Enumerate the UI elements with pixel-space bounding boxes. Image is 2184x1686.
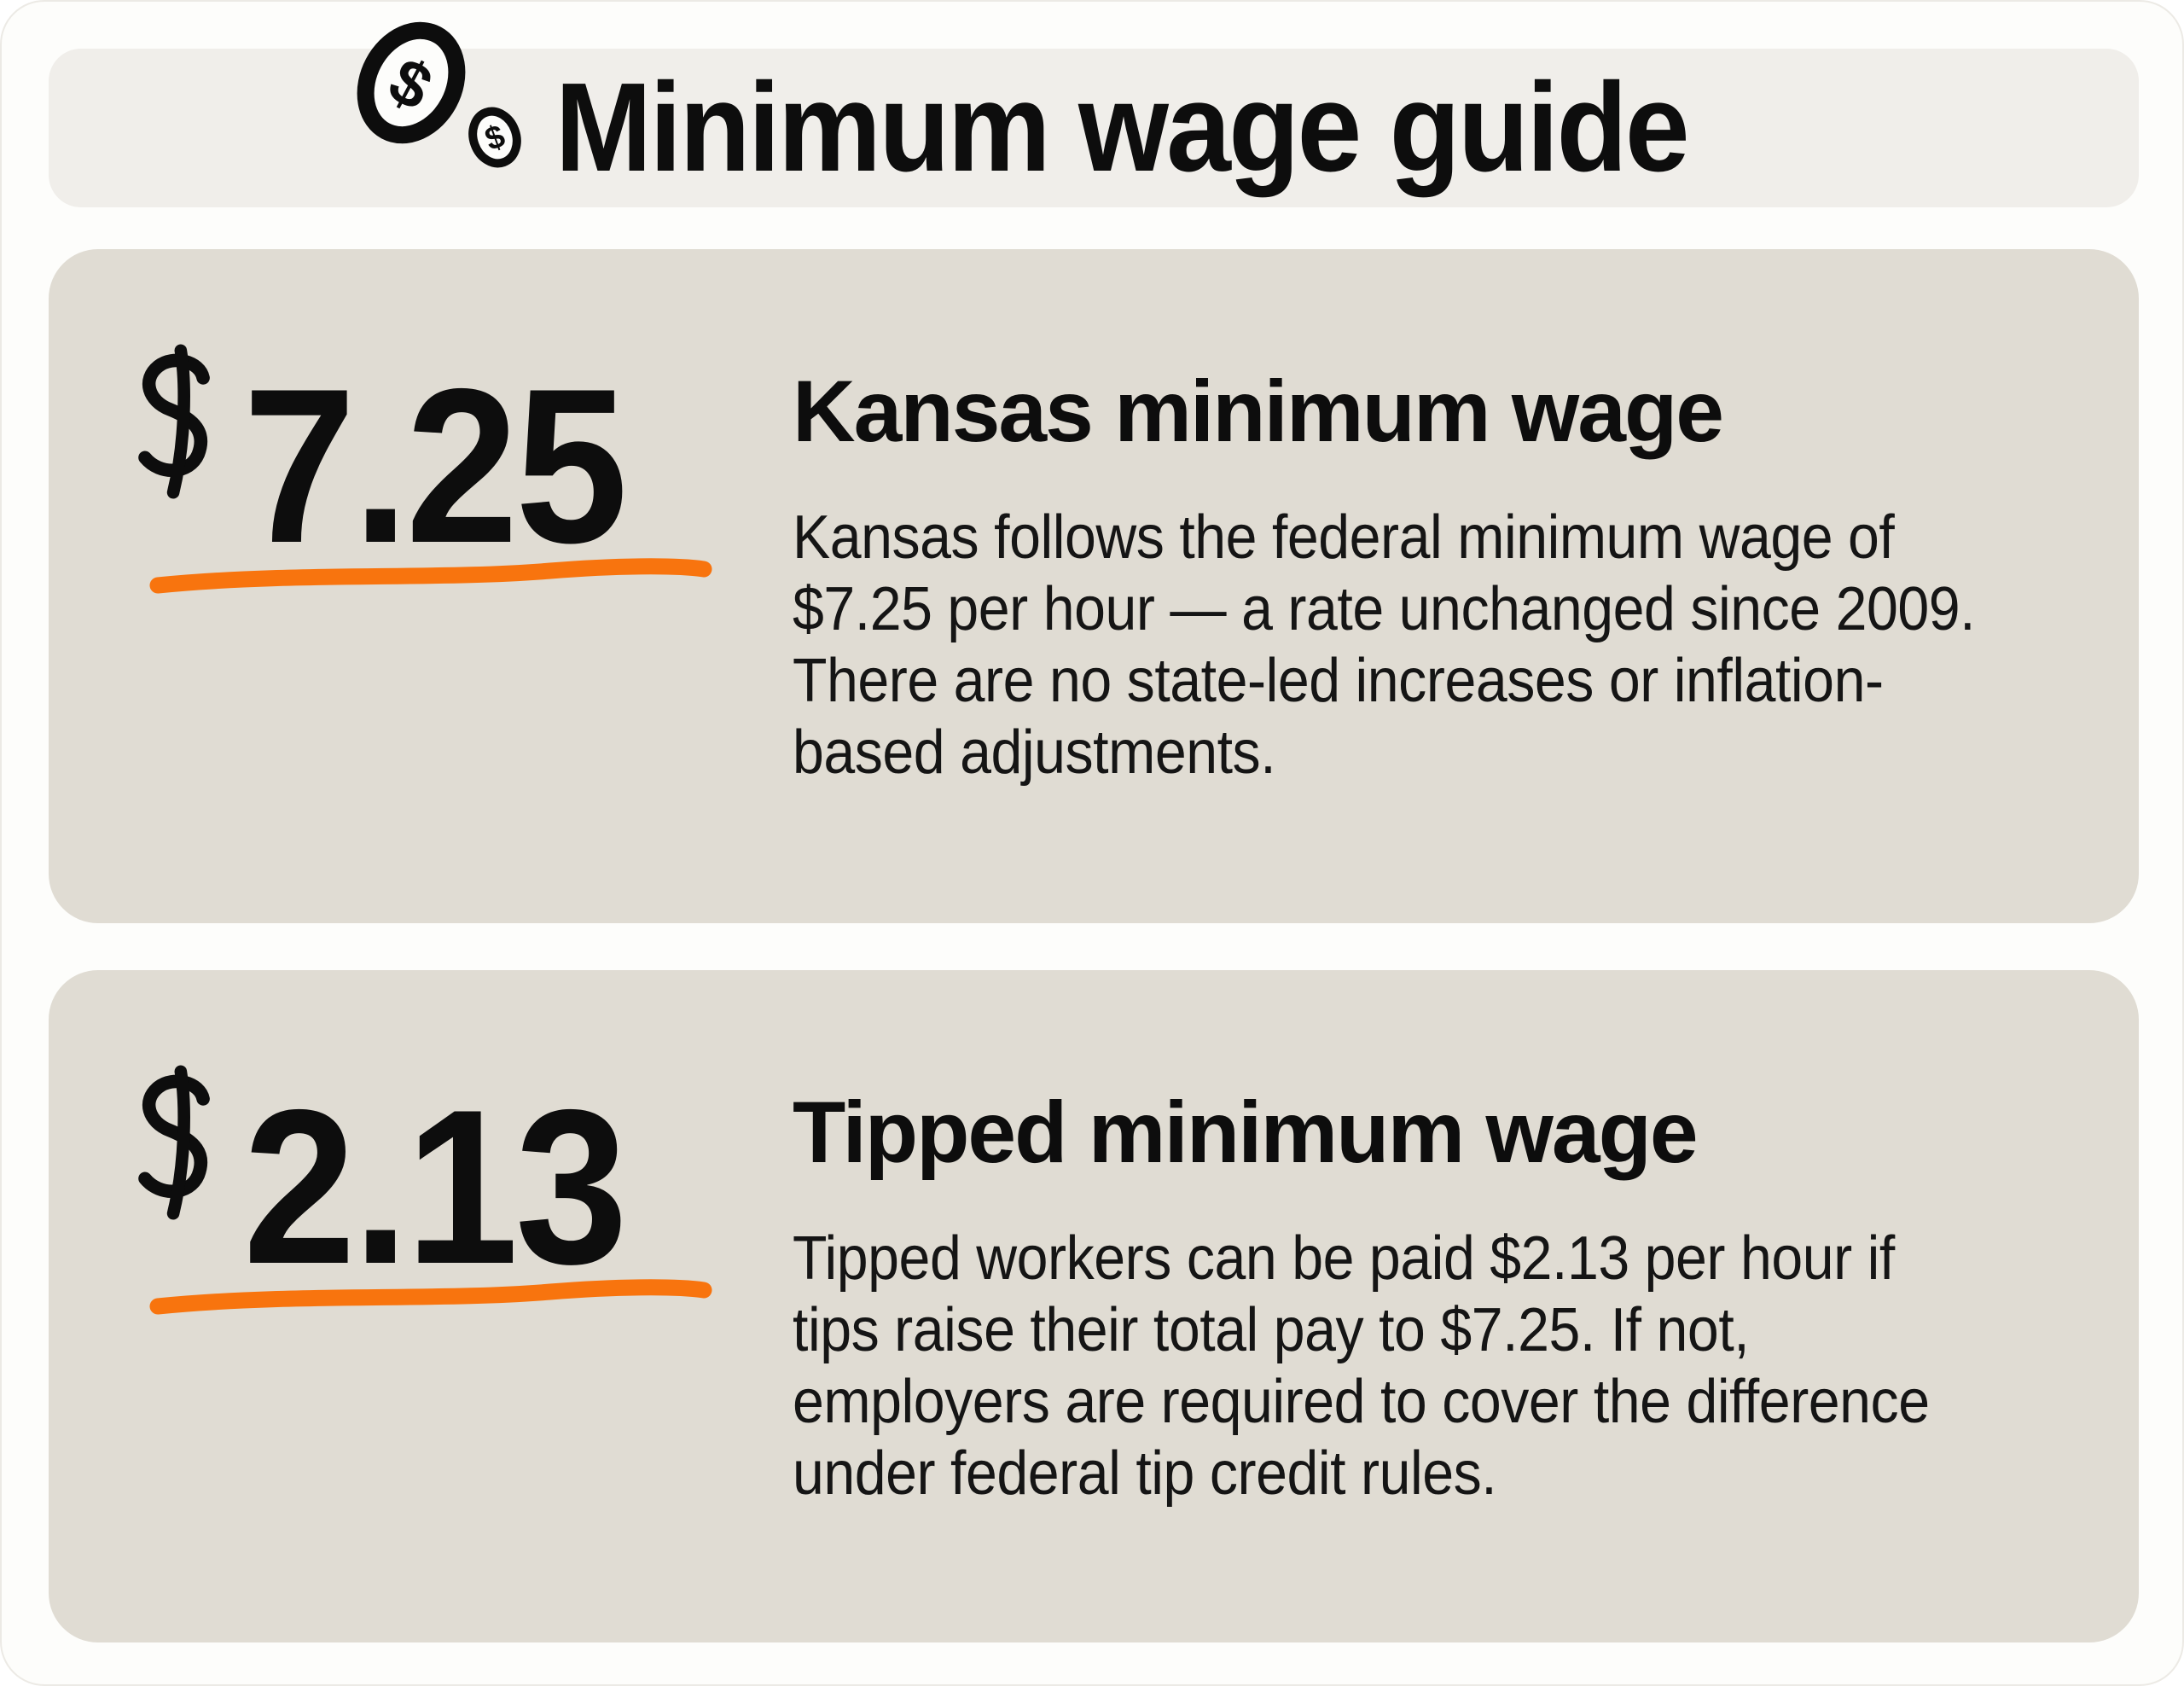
amount-tipped: 2.13 (131, 1063, 658, 1310)
orange-underline-stroke (149, 558, 712, 594)
card-heading: Tipped minimum wage (793, 1084, 1699, 1181)
dollar-sign-icon (138, 1065, 210, 1220)
card-body: Tipped workers can be paid $2.13 per hou… (793, 1224, 1930, 1508)
amount-kansas: 7.25 (131, 342, 658, 589)
dollar-coins-icon: $ $ (357, 21, 521, 168)
amount-value: 7.25 (243, 342, 628, 589)
orange-underline-stroke (149, 1279, 712, 1315)
card-body: Kansas follows the federal minimum wage … (793, 503, 1976, 787)
page-title: Minimum wage guide (555, 57, 1689, 198)
amount-value: 2.13 (243, 1063, 628, 1310)
card-kansas-minimum-wage: 7.25 Kansas minimum wage Kansas follows … (49, 249, 2139, 923)
card-heading: Kansas minimum wage (793, 363, 1724, 460)
header-pill: $ $ Minimum wage guide (49, 21, 2139, 207)
dollar-sign-icon (138, 344, 210, 499)
card-tipped-minimum-wage: 2.13 Tipped minimum wage Tipped workers … (49, 970, 2139, 1642)
